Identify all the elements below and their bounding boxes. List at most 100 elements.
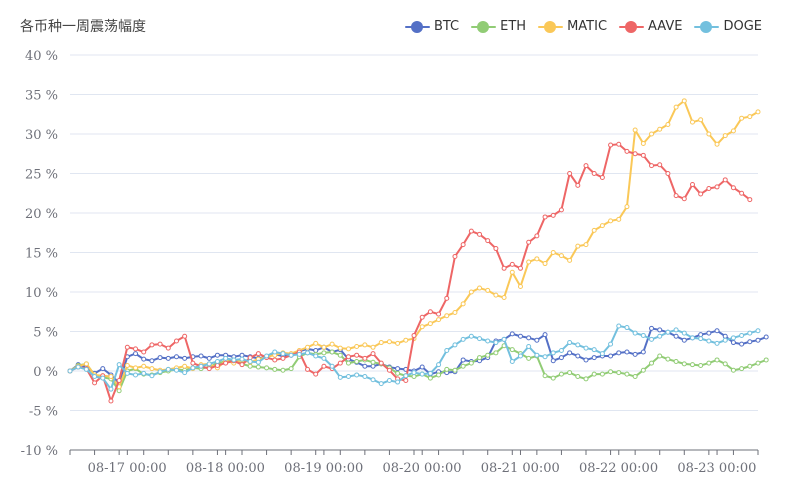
point-btc	[362, 363, 368, 369]
point-aave	[305, 366, 311, 372]
point-eth	[460, 363, 466, 369]
point-eth	[264, 365, 270, 371]
point-btc	[526, 335, 532, 341]
point-doge	[526, 344, 532, 350]
point-doge	[75, 364, 81, 370]
point-matic	[558, 253, 564, 259]
point-btc	[149, 358, 155, 364]
point-matic	[108, 374, 114, 380]
point-doge	[354, 372, 360, 378]
point-btc	[763, 334, 769, 340]
point-matic	[550, 250, 556, 255]
legend-item-btc[interactable]: BTC	[404, 19, 459, 34]
point-doge	[640, 332, 646, 338]
point-btc	[575, 353, 581, 359]
point-eth	[649, 360, 655, 366]
x-tick-label: 08-23 00:00	[677, 461, 756, 476]
point-aave	[280, 355, 286, 361]
point-aave	[706, 186, 712, 192]
point-aave	[386, 367, 392, 373]
point-aave	[337, 360, 343, 366]
point-eth	[329, 349, 335, 355]
point-doge	[501, 336, 507, 342]
point-matic	[739, 115, 745, 121]
point-matic	[403, 337, 409, 343]
point-aave	[493, 246, 499, 252]
point-btc	[739, 341, 745, 347]
point-btc	[730, 340, 736, 346]
x-tick-label: 08-21 00:00	[481, 461, 560, 476]
point-doge	[239, 356, 245, 362]
point-btc	[542, 332, 548, 338]
point-eth	[714, 357, 720, 363]
point-eth	[755, 360, 761, 366]
point-eth	[395, 370, 401, 376]
point-btc	[714, 328, 720, 334]
point-matic	[657, 126, 663, 132]
y-tick-label: -5 %	[29, 405, 58, 420]
point-matic	[526, 259, 532, 265]
y-tick-label: 20 %	[25, 207, 58, 222]
point-aave	[362, 355, 368, 361]
point-doge	[624, 325, 630, 331]
point-matic	[698, 117, 704, 123]
point-doge	[468, 333, 474, 339]
point-doge	[133, 372, 139, 378]
point-eth	[477, 355, 483, 361]
point-btc	[608, 353, 614, 359]
point-eth	[337, 352, 343, 358]
point-aave	[378, 360, 384, 366]
point-aave	[558, 207, 564, 213]
legend-item-aave[interactable]: AAVE	[619, 19, 682, 34]
point-matic	[452, 310, 458, 316]
point-doge	[231, 357, 237, 363]
point-matic	[493, 292, 499, 298]
legend-item-doge[interactable]: DOGE	[694, 19, 762, 34]
legend-item-matic[interactable]: MATIC	[538, 19, 607, 34]
point-aave	[452, 253, 458, 259]
point-matic	[362, 342, 368, 348]
point-doge	[141, 370, 147, 376]
y-tick-label: 0 %	[33, 365, 58, 380]
point-btc	[517, 333, 523, 339]
point-doge	[747, 330, 753, 336]
point-doge	[460, 336, 466, 342]
legend-item-eth[interactable]: ETH	[471, 19, 526, 34]
point-eth	[657, 353, 663, 359]
point-doge	[395, 379, 401, 385]
point-aave	[485, 238, 491, 244]
point-matic	[640, 140, 646, 146]
point-btc	[755, 337, 761, 343]
y-tick-label: 35 %	[25, 89, 58, 104]
point-doge	[190, 365, 196, 371]
point-aave	[542, 214, 548, 220]
point-eth	[689, 362, 695, 368]
point-aave	[501, 265, 507, 271]
point-aave	[575, 182, 581, 188]
legend-label: DOGE	[723, 19, 762, 34]
point-doge	[296, 351, 302, 357]
point-matic	[477, 285, 483, 291]
point-btc	[419, 364, 425, 370]
point-doge	[108, 386, 114, 392]
point-doge	[92, 374, 98, 380]
point-aave	[214, 362, 220, 368]
point-eth	[739, 366, 745, 372]
point-doge	[83, 366, 89, 372]
point-matic	[313, 340, 319, 346]
point-btc	[133, 351, 139, 357]
point-eth	[427, 375, 433, 381]
series-line-aave	[69, 143, 751, 403]
point-btc	[591, 355, 597, 361]
y-tick-label: 40 %	[25, 49, 58, 64]
point-matic	[624, 204, 630, 210]
point-aave	[468, 228, 474, 234]
point-doge	[722, 337, 728, 343]
point-matic	[747, 114, 753, 120]
point-eth	[280, 367, 286, 373]
point-eth	[575, 374, 581, 380]
point-aave	[427, 309, 433, 315]
point-aave	[419, 314, 425, 320]
point-doge	[173, 367, 179, 373]
point-doge	[616, 323, 622, 329]
